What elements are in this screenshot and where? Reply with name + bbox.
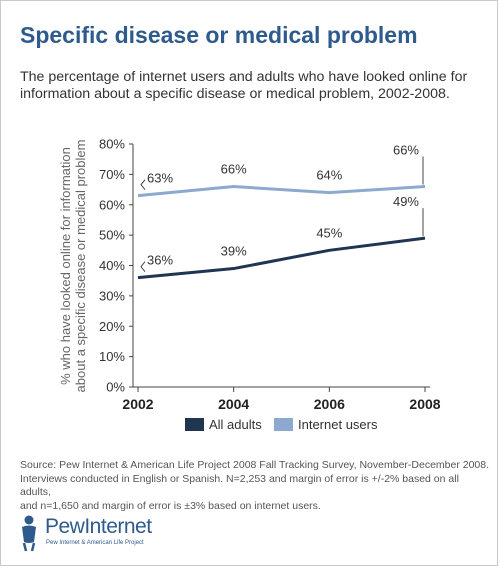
data-label: 64% [316,168,342,183]
y-tick-label: 70% [99,167,125,182]
chart-title: Specific disease or medical problem [20,22,418,48]
source-note: Source: Pew Internet & American Life Pro… [20,459,490,513]
x-tick-label: 2004 [218,396,249,412]
logo-wordmark: PewInternet [45,515,152,538]
data-label: 39% [221,244,247,259]
y-tick-label: 50% [99,228,125,243]
data-label: 63% [147,171,173,186]
source-line-1: Source: Pew Internet & American Life Pro… [20,459,490,471]
source-line-2: Interviews conducted in English or Spani… [20,472,459,499]
data-label: 66% [221,162,247,177]
legend-swatch-all-adults [185,418,204,431]
y-tick-label: 20% [99,319,125,334]
y-axis-label-line1: % who have looked online for information [58,147,73,385]
pew-internet-logo: PewInternet Pew Internet & American Life… [18,514,218,554]
legend: All adults Internet users [185,417,378,432]
x-tick-label: 2006 [314,396,345,412]
y-tick-label: 40% [99,258,125,273]
pew-person-icon [22,515,36,552]
series-line-internet-users [137,185,426,198]
label-leader-line [140,179,146,190]
chart-axes [132,144,430,388]
legend-label-internet-users: Internet users [298,417,378,432]
y-tick-label: 80% [99,137,125,152]
data-label: 66% [393,143,419,158]
source-line-3: and n=1,650 and margin of error is ±3% b… [20,499,321,512]
y-tick-label: 0% [106,380,125,395]
legend-label-all-adults: All adults [209,417,262,432]
y-axis-label-line2: about a specific disease or medical prob… [73,140,88,393]
x-tick-label: 2002 [122,396,153,412]
series-line-all-adults [137,236,426,280]
series-layer: 36% 39% 45% 49% 63% 66% 64% 66% [137,143,426,280]
label-leader-line [140,261,146,272]
x-ticks: 2002 2004 2006 2008 [122,387,441,412]
data-label: 49% [393,194,419,209]
logo-tagline: Pew Internet & American Life Project [46,540,144,546]
y-tick-label: 10% [99,349,125,364]
data-label: 36% [147,253,173,268]
chart-subtitle: The percentage of internet users and adu… [20,69,468,102]
legend-swatch-internet-users [274,418,293,431]
y-tick-label: 60% [99,197,125,212]
data-label: 45% [316,225,342,240]
y-ticks: 0% 10% 20% 30% 40% 50% 60% 70% 80% [99,137,133,395]
x-tick-label: 2008 [409,396,440,412]
y-tick-label: 30% [99,288,125,303]
